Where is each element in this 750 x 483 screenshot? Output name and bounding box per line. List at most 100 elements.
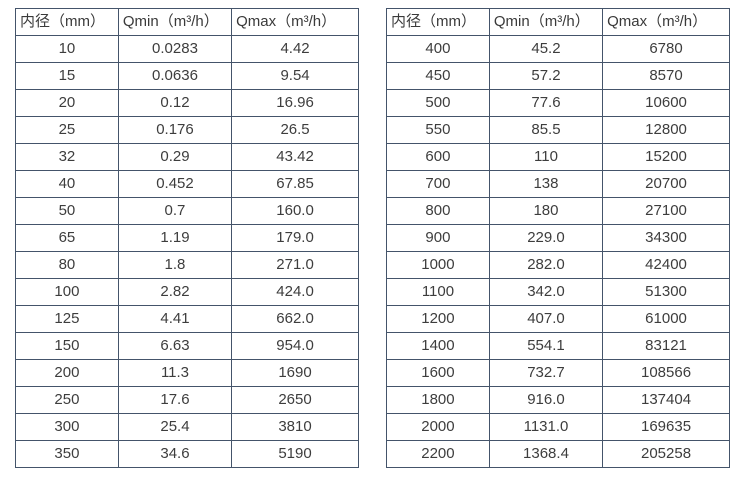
- table-cell: 26.5: [231, 116, 359, 144]
- table-cell: 1800: [386, 386, 490, 414]
- table-cell: 1.8: [117, 251, 233, 279]
- table-cell: 100: [15, 278, 119, 306]
- table-row: 50 0.7 160.0: [15, 197, 359, 225]
- table-cell: 9.54: [231, 62, 359, 90]
- table-row: 550 85.5 12800: [386, 116, 730, 144]
- table-row: 1000 282.0 42400: [386, 251, 730, 279]
- table-cell: 12800: [602, 116, 730, 144]
- table-cell: 10: [15, 35, 119, 63]
- tables-container: 内径（mm） Qmin（m³/h） Qmax（m³/h） 10 0.0283 4.42 15…: [15, 8, 730, 468]
- table-cell: 50: [15, 197, 119, 225]
- table-cell: 400: [386, 35, 490, 63]
- table-cell: 600: [386, 143, 490, 171]
- table-cell: 20: [15, 89, 119, 117]
- table-cell: 424.0: [231, 278, 359, 306]
- table-cell: 2200: [386, 440, 490, 468]
- table-cell: 350: [15, 440, 119, 468]
- table-cell: 0.12: [117, 89, 233, 117]
- table-cell: 108566: [602, 359, 730, 387]
- table-cell: 5190: [231, 440, 359, 468]
- column-header: Qmax（m³/h）: [602, 8, 730, 36]
- table-row: 1400 554.1 83121: [386, 332, 730, 360]
- table-cell: 1100: [386, 278, 490, 306]
- table-row: 300 25.4 3810: [15, 413, 359, 441]
- table-cell: 77.6: [488, 89, 604, 117]
- table-cell: 65: [15, 224, 119, 252]
- table-cell: 450: [386, 62, 490, 90]
- table-row: 400 45.2 6780: [386, 35, 730, 63]
- table-cell: 300: [15, 413, 119, 441]
- table-cell: 10600: [602, 89, 730, 117]
- column-header: 内径（mm）: [386, 8, 490, 36]
- table-cell: 40: [15, 170, 119, 198]
- table-cell: 110: [488, 143, 604, 171]
- table-row: 1100 342.0 51300: [386, 278, 730, 306]
- column-header: Qmin（m³/h）: [117, 8, 233, 36]
- table-row: 1800 916.0 137404: [386, 386, 730, 414]
- table-row: 250 17.6 2650: [15, 386, 359, 414]
- table-cell: 17.6: [117, 386, 233, 414]
- table-cell: 1131.0: [488, 413, 604, 441]
- table-cell: 11.3: [117, 359, 233, 387]
- table-cell: 700: [386, 170, 490, 198]
- table-cell: 1600: [386, 359, 490, 387]
- table-cell: 160.0: [231, 197, 359, 225]
- table-cell: 16.96: [231, 89, 359, 117]
- table-cell: 34300: [602, 224, 730, 252]
- table-cell: 80: [15, 251, 119, 279]
- table-cell: 180: [488, 197, 604, 225]
- table-cell: 1368.4: [488, 440, 604, 468]
- table-cell: 61000: [602, 305, 730, 333]
- table-cell: 4.42: [231, 35, 359, 63]
- table-row: 40 0.452 67.85: [15, 170, 359, 198]
- table-cell: 85.5: [488, 116, 604, 144]
- table-cell: 15200: [602, 143, 730, 171]
- table-cell: 179.0: [231, 224, 359, 252]
- table-cell: 45.2: [488, 35, 604, 63]
- table-cell: 2000: [386, 413, 490, 441]
- table-cell: 8570: [602, 62, 730, 90]
- table-cell: 900: [386, 224, 490, 252]
- column-header: Qmin（m³/h）: [488, 8, 604, 36]
- table-row: 600 110 15200: [386, 143, 730, 171]
- table-cell: 500: [386, 89, 490, 117]
- table-cell: 67.85: [231, 170, 359, 198]
- table-cell: 0.0283: [117, 35, 233, 63]
- table-row: 80 1.8 271.0: [15, 251, 359, 279]
- table-cell: 800: [386, 197, 490, 225]
- table-cell: 250: [15, 386, 119, 414]
- table-cell: 271.0: [231, 251, 359, 279]
- table-cell: 6.63: [117, 332, 233, 360]
- table-row: 900 229.0 34300: [386, 224, 730, 252]
- column-header: Qmax（m³/h）: [231, 8, 359, 36]
- table-cell: 20700: [602, 170, 730, 198]
- table-cell: 0.7: [117, 197, 233, 225]
- table-cell: 150: [15, 332, 119, 360]
- table-row: 65 1.19 179.0: [15, 224, 359, 252]
- table-cell: 2650: [231, 386, 359, 414]
- table-row: 2200 1368.4 205258: [386, 440, 730, 468]
- table-cell: 1400: [386, 332, 490, 360]
- table-cell: 6780: [602, 35, 730, 63]
- table-cell: 83121: [602, 332, 730, 360]
- table-cell: 550: [386, 116, 490, 144]
- table-cell: 57.2: [488, 62, 604, 90]
- table-cell: 0.176: [117, 116, 233, 144]
- table-cell: 282.0: [488, 251, 604, 279]
- table-cell: 3810: [231, 413, 359, 441]
- table-cell: 0.452: [117, 170, 233, 198]
- table-cell: 34.6: [117, 440, 233, 468]
- table-cell: 25.4: [117, 413, 233, 441]
- table-cell: 200: [15, 359, 119, 387]
- table-row: 450 57.2 8570: [386, 62, 730, 90]
- table-row: 1200 407.0 61000: [386, 305, 730, 333]
- table-cell: 205258: [602, 440, 730, 468]
- table-cell: 916.0: [488, 386, 604, 414]
- table-row: 32 0.29 43.42: [15, 143, 359, 171]
- table-cell: 229.0: [488, 224, 604, 252]
- table-cell: 1000: [386, 251, 490, 279]
- table-cell: 32: [15, 143, 119, 171]
- table-row: 100 2.82 424.0: [15, 278, 359, 306]
- table-cell: 27100: [602, 197, 730, 225]
- table-cell: 662.0: [231, 305, 359, 333]
